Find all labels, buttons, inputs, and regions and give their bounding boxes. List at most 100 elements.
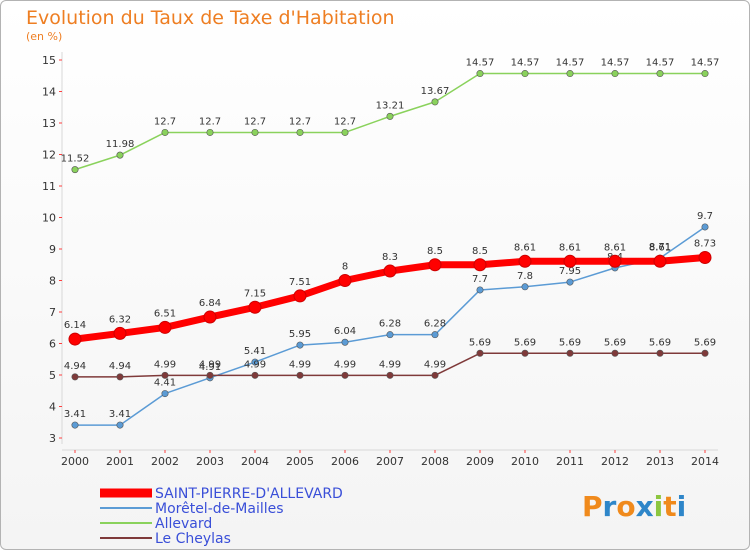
data-label: 4.91 — [199, 362, 221, 373]
chart-subtitle: (en %) — [26, 30, 62, 43]
data-label: 6.32 — [109, 314, 131, 325]
data-label: 7.51 — [289, 277, 311, 288]
data-point — [296, 128, 304, 136]
logo-letter: P — [582, 490, 603, 523]
data-label: 8.61 — [649, 242, 671, 253]
data-point — [206, 371, 214, 379]
data-label: 8.3 — [382, 252, 398, 263]
data-point — [476, 349, 484, 357]
data-label: 9.7 — [697, 211, 713, 222]
data-label: 12.7 — [244, 116, 266, 127]
data-point — [248, 300, 262, 314]
data-point — [386, 371, 394, 379]
y-tick-label: 10 — [42, 212, 56, 225]
data-label: 7.15 — [244, 288, 266, 299]
data-point — [251, 371, 259, 379]
logo-letter: i — [677, 490, 687, 523]
y-tick-label: 14 — [42, 86, 56, 99]
data-point — [518, 254, 532, 268]
data-point — [341, 338, 349, 346]
data-label: 3.41 — [109, 409, 131, 420]
data-label: 4.99 — [379, 359, 401, 370]
legend: SAINT-PIERRE-D'ALLEVARDMorêtel-de-Maille… — [100, 486, 343, 547]
data-point — [473, 258, 487, 272]
data-point — [611, 349, 619, 357]
x-tick-label: 2010 — [511, 455, 539, 468]
data-point — [698, 251, 712, 265]
data-label: 11.52 — [61, 154, 90, 165]
legend-label: SAINT-PIERRE-D'ALLEVARD — [155, 486, 343, 502]
data-point — [566, 278, 574, 286]
data-label: 5.69 — [604, 337, 626, 348]
data-point — [161, 128, 169, 136]
data-point — [701, 349, 709, 357]
y-tick-label: 7 — [49, 306, 56, 319]
data-label: 4.94 — [109, 361, 131, 372]
x-tick-label: 2013 — [646, 455, 674, 468]
data-label: 8.61 — [559, 242, 581, 253]
data-label: 5.69 — [469, 337, 491, 348]
data-point — [203, 310, 217, 324]
data-label: 7.8 — [517, 271, 533, 282]
data-point — [68, 332, 82, 346]
data-point — [338, 274, 352, 287]
x-tick-label: 2002 — [151, 455, 179, 468]
data-label: 13.67 — [421, 86, 450, 97]
data-point — [161, 371, 169, 379]
data-point — [608, 254, 622, 268]
data-label: 8.61 — [604, 242, 626, 253]
data-point — [653, 254, 667, 268]
data-point — [656, 70, 664, 78]
logo-letter: x — [636, 490, 654, 523]
x-tick-label: 2008 — [421, 455, 449, 468]
logo-letter: r — [603, 490, 617, 523]
legend-label: Allevard — [155, 516, 212, 532]
data-label: 4.99 — [154, 359, 176, 370]
series-layer: 11.52 11.98 12.7 12.7 12.7 12.7 12.7 13.21 13.67… — [61, 58, 719, 429]
y-tick-label: 12 — [42, 149, 56, 162]
data-label: 5.95 — [289, 329, 311, 340]
data-point — [521, 283, 529, 291]
x-tick-label: 2000 — [61, 455, 89, 468]
data-point — [566, 70, 574, 78]
x-tick-label: 2006 — [331, 455, 359, 468]
data-label: 4.99 — [334, 359, 356, 370]
data-label: 4.99 — [424, 359, 446, 370]
data-label: 12.7 — [289, 116, 311, 127]
data-point — [116, 151, 124, 159]
data-label: 14.57 — [556, 58, 585, 69]
y-tick-label: 3 — [49, 432, 56, 445]
data-point — [158, 320, 172, 334]
data-point — [656, 349, 664, 357]
data-point — [293, 289, 307, 303]
data-point — [341, 128, 349, 136]
data-label: 13.21 — [376, 100, 405, 111]
data-point — [701, 70, 709, 78]
data-point — [701, 223, 709, 231]
data-point — [563, 254, 577, 268]
logo-letter: i — [654, 490, 664, 523]
data-point — [428, 258, 442, 272]
data-label: 5.41 — [244, 346, 266, 357]
data-label: 11.98 — [106, 139, 135, 150]
data-label: 6.51 — [154, 308, 176, 319]
x-tick-label: 2005 — [286, 455, 314, 468]
x-tick-label: 2004 — [241, 455, 269, 468]
data-point — [611, 70, 619, 78]
proxiti-logo: Proxiti — [582, 490, 686, 523]
data-label: 6.04 — [334, 326, 356, 337]
data-label: 14.57 — [601, 58, 630, 69]
data-label: 4.99 — [244, 359, 266, 370]
y-tick-label: 9 — [49, 243, 56, 256]
data-point — [386, 331, 394, 339]
data-label: 6.28 — [379, 319, 401, 330]
x-tick-label: 2014 — [691, 455, 719, 468]
data-point — [71, 373, 79, 381]
logo-letter: t — [663, 490, 676, 523]
data-point — [341, 371, 349, 379]
x-tick-label: 2001 — [106, 455, 134, 468]
data-label: 3.41 — [64, 409, 86, 420]
x-tick-label: 2003 — [196, 455, 224, 468]
